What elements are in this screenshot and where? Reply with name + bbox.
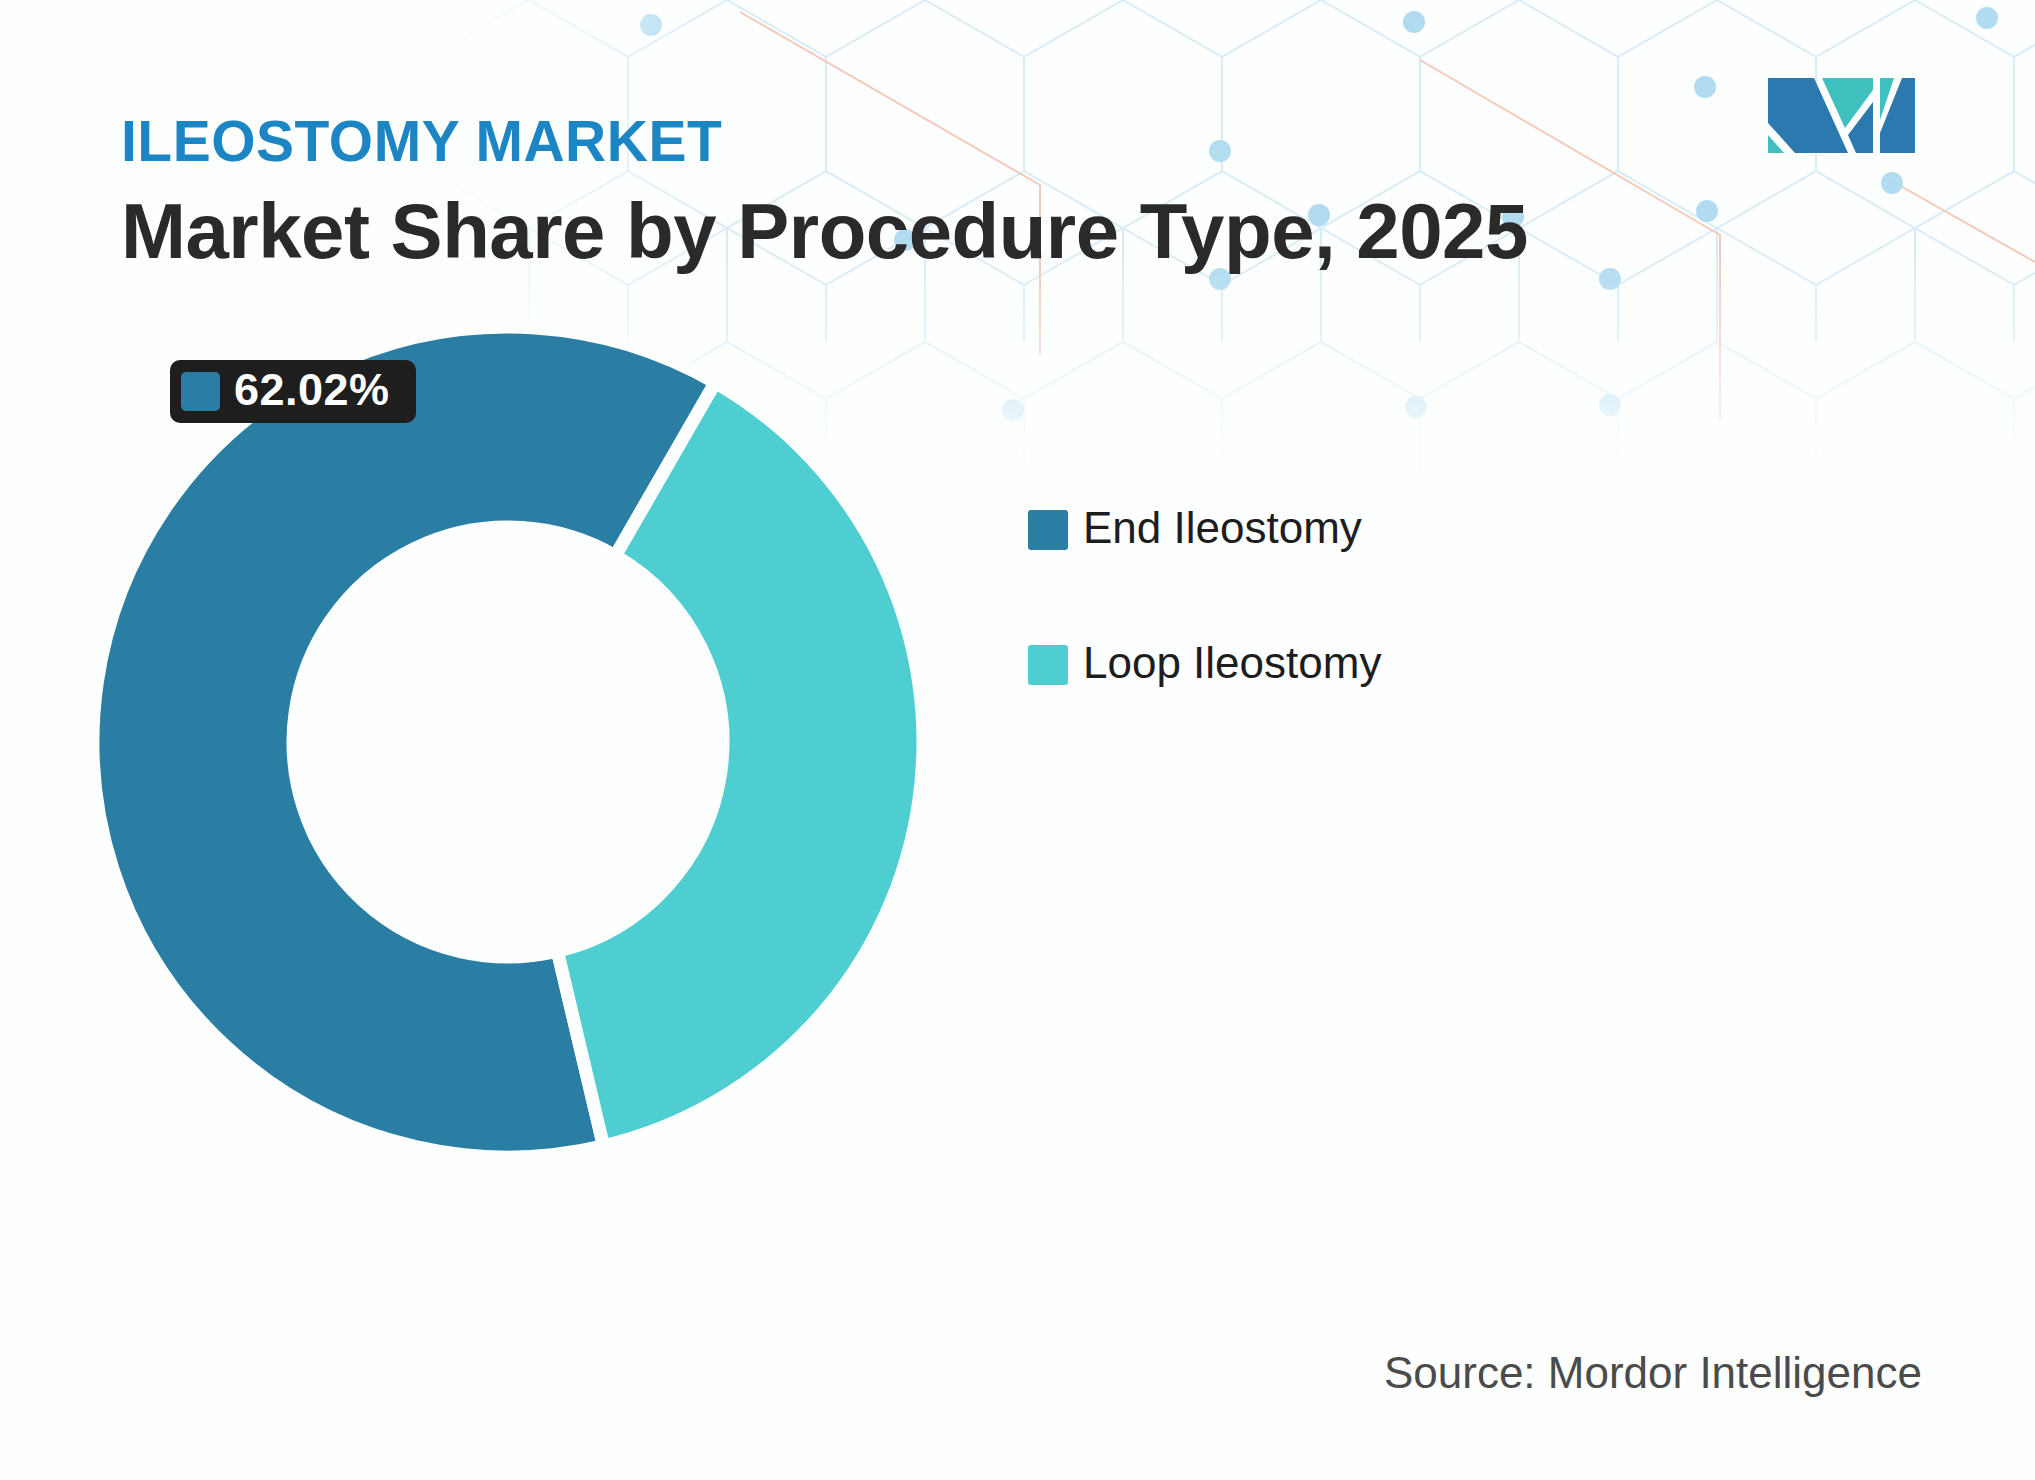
- mordor-intelligence-logo: [1768, 78, 1915, 153]
- legend-label: Loop Ileostomy: [1083, 638, 1381, 688]
- logo-m-mark: [1768, 78, 1915, 153]
- callout-value: 62.02%: [234, 364, 390, 416]
- legend-swatch-end-ileostomy: [1028, 510, 1068, 550]
- value-callout: 62.02%: [170, 360, 416, 423]
- legend-item-end-ileostomy[interactable]: End Ileostomy: [1028, 505, 1381, 555]
- market-eyebrow-title: ILEOSTOMY MARKET: [121, 108, 722, 174]
- legend-item-loop-ileostomy[interactable]: Loop Ileostomy: [1028, 640, 1381, 690]
- page-title: Market Share by Procedure Type, 2025: [121, 186, 1528, 277]
- infographic-canvas: ILEOSTOMY MARKET Market Share by Procedu…: [0, 0, 2035, 1480]
- chart-legend: End Ileostomy Loop Ileostomy: [1028, 505, 1381, 690]
- source-attribution: Source: Mordor Intelligence: [1384, 1348, 1922, 1398]
- callout-swatch: [181, 372, 220, 411]
- legend-label: End Ileostomy: [1083, 503, 1362, 553]
- legend-swatch-loop-ileostomy: [1028, 645, 1068, 685]
